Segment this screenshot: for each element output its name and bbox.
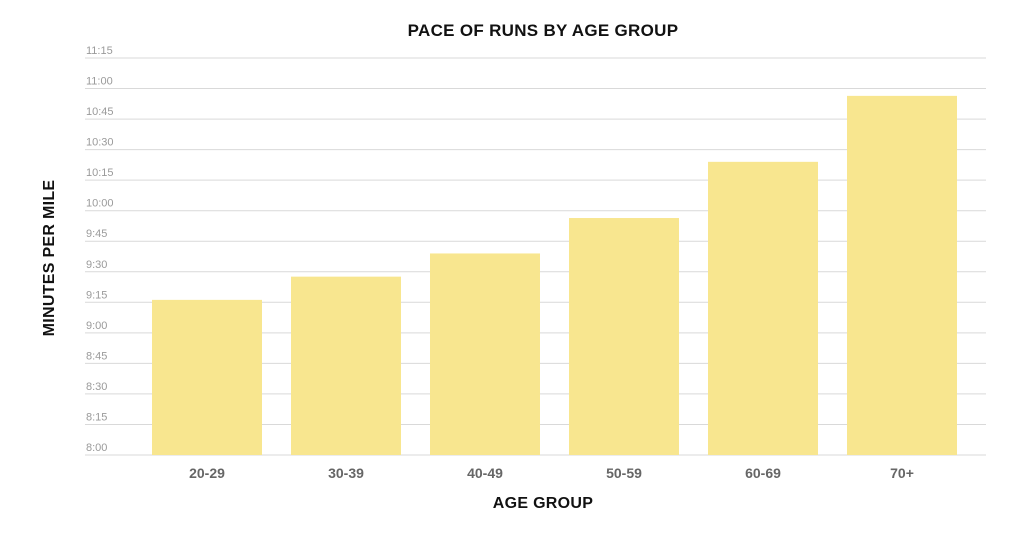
y-tick-label: 8:45 — [86, 350, 107, 362]
y-tick-label: 9:15 — [86, 289, 107, 301]
x-tick-label: 50-59 — [606, 465, 642, 481]
x-tick-label: 60-69 — [745, 465, 781, 481]
y-tick-label: 8:15 — [86, 411, 107, 423]
chart-title: PACE OF RUNS BY AGE GROUP — [408, 21, 679, 40]
x-tick-label: 40-49 — [467, 465, 503, 481]
y-tick-label: 9:30 — [86, 259, 107, 271]
y-tick-label: 11:15 — [86, 45, 113, 57]
x-tick-label: 70+ — [890, 465, 914, 481]
y-tick-label: 10:00 — [86, 198, 114, 210]
x-tick-label: 30-39 — [328, 465, 364, 481]
y-tick-label: 10:45 — [86, 106, 114, 118]
bar-60-69 — [708, 161, 818, 456]
y-tick-label: 9:45 — [86, 228, 107, 240]
y-tick-label: 11:00 — [86, 76, 113, 88]
bar-40-49 — [430, 253, 540, 455]
y-tick-label: 10:30 — [86, 137, 114, 149]
x-axis-ticks: 20-29 30-39 40-49 50-59 60-69 70+ — [189, 465, 914, 481]
x-tick-label: 20-29 — [189, 465, 225, 481]
y-axis-ticks: 8:00 8:15 8:30 8:45 9:00 9:15 9:30 9:45 10:00 10:… — [86, 45, 114, 454]
bar-70+ — [847, 95, 957, 456]
bar-50-59 — [569, 218, 679, 455]
y-tick-label: 10:15 — [86, 167, 114, 179]
y-tick-label: 9:00 — [86, 320, 107, 332]
y-axis-title: MINUTES PER MILE — [41, 180, 58, 337]
bar-30-39 — [291, 276, 401, 455]
y-tick-label: 8:00 — [86, 442, 107, 454]
bars — [152, 95, 957, 456]
bar-20-29 — [152, 299, 262, 455]
y-tick-label: 8:30 — [86, 381, 107, 393]
x-axis-title: AGE GROUP — [493, 495, 594, 512]
